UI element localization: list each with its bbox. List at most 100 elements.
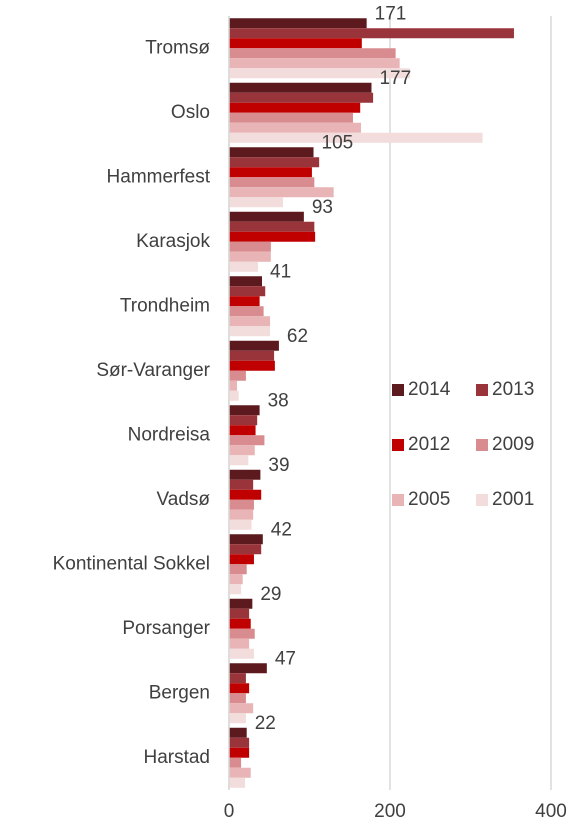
y-tick-label: Karasjok [136, 231, 210, 252]
bar [229, 157, 320, 168]
y-tick-label: Bergen [149, 682, 210, 703]
data-label: 177 [379, 68, 411, 89]
bar [229, 554, 254, 565]
data-label: 22 [255, 713, 276, 734]
data-label: 42 [271, 519, 292, 540]
bar [229, 340, 279, 351]
bar [229, 251, 271, 262]
bar [229, 390, 239, 401]
data-label: 39 [268, 455, 289, 476]
bar [229, 683, 250, 694]
bar [229, 499, 254, 510]
bar [229, 316, 271, 327]
bar [229, 455, 249, 466]
x-tick-label: 200 [374, 801, 406, 822]
bar [229, 608, 250, 619]
bar [229, 415, 258, 426]
bar [229, 445, 255, 456]
bar [229, 648, 254, 659]
bar [229, 598, 253, 609]
data-label: 38 [268, 390, 289, 411]
bar [229, 167, 312, 178]
bar [229, 18, 367, 29]
y-tick-label: Nordreisa [128, 424, 211, 445]
bar [229, 425, 256, 436]
bar [229, 231, 316, 242]
y-tick-label: Vadsø [156, 489, 210, 510]
data-label: 41 [270, 261, 291, 282]
y-tick-label: Porsanger [122, 618, 210, 639]
bar [229, 360, 275, 371]
bar [229, 584, 242, 595]
bar [229, 48, 396, 59]
bar [229, 638, 250, 649]
legend-label: 2005 [408, 489, 450, 510]
bar [229, 241, 271, 252]
y-tick-label: Sør-Varanger [96, 360, 210, 381]
data-label: 47 [275, 648, 296, 669]
bar [229, 306, 264, 317]
bar [229, 727, 247, 738]
legend-label: 2013 [492, 379, 534, 400]
bar [229, 380, 238, 391]
bar [229, 693, 246, 704]
y-tick-label: Trondheim [120, 295, 210, 316]
bar [229, 519, 252, 530]
bar [229, 757, 242, 768]
bar [229, 703, 254, 714]
bar [229, 628, 255, 639]
legend-label: 2001 [492, 489, 534, 510]
bar [229, 350, 275, 361]
legend-swatch [476, 439, 488, 451]
bar [229, 713, 246, 724]
bar [229, 370, 246, 381]
bar [229, 534, 263, 545]
bar [229, 132, 483, 143]
bar [229, 489, 262, 500]
data-label: 93 [312, 197, 333, 218]
y-tick-label: Oslo [171, 102, 210, 123]
bar [229, 38, 362, 49]
legend-swatch [392, 384, 404, 396]
bar [229, 187, 334, 198]
bar [229, 276, 263, 287]
bar [229, 767, 251, 778]
legend-swatch [392, 439, 404, 451]
data-label: 171 [375, 3, 407, 24]
bar [229, 211, 304, 222]
bar [229, 435, 265, 446]
bar [229, 286, 266, 297]
legend-label: 2009 [492, 434, 534, 455]
bar [229, 574, 243, 585]
bar [229, 112, 353, 123]
bar [229, 777, 246, 788]
legend-label: 2012 [408, 434, 450, 455]
data-label: 62 [287, 326, 308, 347]
data-label: 105 [322, 132, 354, 153]
data-label: 29 [260, 584, 281, 605]
bar [229, 509, 254, 520]
legend-label: 2014 [408, 379, 451, 400]
bar [229, 747, 250, 758]
bar [229, 147, 314, 158]
x-tick-label: 0 [224, 801, 235, 822]
bar [229, 221, 315, 232]
bar [229, 469, 261, 480]
bar [229, 82, 372, 93]
bar [229, 479, 254, 490]
bar [229, 663, 267, 674]
bar [229, 673, 246, 684]
bar [229, 92, 374, 103]
y-tick-label: Tromsø [145, 37, 210, 58]
bar [229, 618, 251, 629]
bar [229, 737, 250, 748]
y-tick-label: Hammerfest [107, 166, 211, 187]
legend-swatch [476, 384, 488, 396]
y-tick-label: Harstad [143, 747, 210, 768]
bar [229, 296, 260, 307]
bar [229, 28, 514, 39]
legend-swatch [392, 494, 404, 506]
bar [229, 177, 315, 188]
bar [229, 58, 400, 69]
